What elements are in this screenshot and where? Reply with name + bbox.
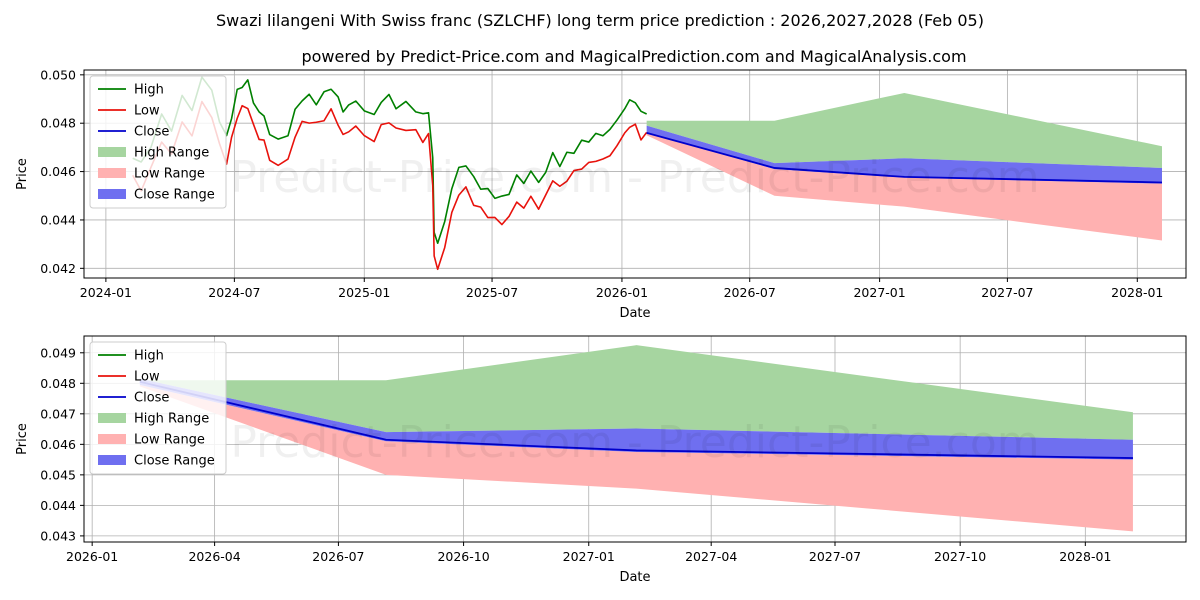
legend: High Low Close High Range Low Range Close Ran… bbox=[89, 341, 227, 475]
x-tick-label: 2027-04 bbox=[685, 549, 737, 564]
y-tick-label: 0.048 bbox=[40, 116, 76, 131]
watermark-text: Predict-Price.com - Predict-Price.com bbox=[230, 417, 1039, 468]
legend-label: Close bbox=[134, 391, 169, 406]
axes-frame bbox=[83, 335, 1187, 543]
x-tick-label: 2026-04 bbox=[188, 549, 240, 564]
legend-swatch-patch bbox=[98, 147, 126, 157]
y-tick-label: 0.044 bbox=[40, 498, 76, 513]
x-tick-label: 2026-01 bbox=[596, 285, 648, 300]
x-tick-label: 2028-01 bbox=[1111, 285, 1163, 300]
y-tick-label: 0.048 bbox=[40, 376, 76, 391]
x-axis-label: Date bbox=[619, 570, 650, 585]
x-tick-label: 2026-07 bbox=[312, 549, 364, 564]
legend-swatch-patch bbox=[98, 413, 126, 423]
x-tick-label: 2027-01 bbox=[563, 549, 615, 564]
legend-label: Low bbox=[134, 104, 160, 119]
legend-label: Close Range bbox=[134, 188, 215, 203]
x-tick-label: 2025-07 bbox=[466, 285, 518, 300]
axes-frame bbox=[83, 69, 1187, 279]
legend-label: Low bbox=[134, 370, 160, 385]
plot-area bbox=[132, 76, 1163, 271]
x-tick-label: 2027-07 bbox=[809, 549, 861, 564]
x-tick-label: 2027-07 bbox=[981, 285, 1033, 300]
y-tick-label: 0.046 bbox=[40, 164, 76, 179]
legend-label: High Range bbox=[134, 412, 209, 427]
y-tick-label: 0.047 bbox=[40, 406, 76, 421]
close-forecast-line bbox=[139, 380, 1133, 459]
legend-label: High bbox=[134, 349, 164, 364]
close-forecast-line bbox=[646, 132, 1163, 184]
legend-swatch-patch bbox=[98, 168, 126, 178]
y-axis-label: Price bbox=[15, 158, 30, 190]
low-range-band bbox=[139, 384, 1133, 532]
high-history-line bbox=[132, 76, 647, 244]
legend-swatch-patch bbox=[98, 189, 126, 199]
high-range-band bbox=[646, 92, 1162, 168]
x-axis-label: Date bbox=[619, 306, 650, 321]
legend-label: Close Range bbox=[134, 454, 215, 469]
legend-swatch-patch bbox=[98, 434, 126, 444]
legend-label: Low Range bbox=[134, 167, 205, 182]
legend-swatch-patch bbox=[98, 455, 126, 465]
x-tick-label: 2026-01 bbox=[66, 549, 118, 564]
top-panel: Predict-Price.com - Predict-Price.com 202… bbox=[15, 67, 1187, 321]
close-range-band bbox=[646, 125, 1162, 184]
legend-label: Low Range bbox=[134, 433, 205, 448]
x-tick-label: 2026-07 bbox=[724, 285, 776, 300]
x-tick-label: 2024-07 bbox=[208, 285, 260, 300]
y-tick-label: 0.044 bbox=[40, 212, 76, 227]
x-tick-label: 2028-01 bbox=[1059, 549, 1111, 564]
y-tick-label: 0.043 bbox=[40, 528, 76, 543]
watermark-text: Predict-Price.com - Predict-Price.com bbox=[230, 152, 1039, 203]
x-tick-label: 2027-10 bbox=[934, 549, 986, 564]
y-axis-label: Price bbox=[15, 423, 30, 455]
x-tick-label: 2026-10 bbox=[437, 549, 489, 564]
x-tick-label: 2027-01 bbox=[853, 285, 905, 300]
y-tick-label: 0.049 bbox=[40, 345, 76, 360]
x-tick-label: 2025-01 bbox=[338, 285, 390, 300]
y-tick-label: 0.045 bbox=[40, 467, 76, 482]
y-tick-label: 0.042 bbox=[40, 261, 76, 276]
legend-label: Close bbox=[134, 125, 169, 140]
legend: High Low Close High Range Low Range Close Ran… bbox=[89, 75, 227, 209]
bottom-panel: Predict-Price.com - Predict-Price.com 202… bbox=[15, 335, 1187, 585]
low-range-band bbox=[646, 132, 1162, 241]
high-range-band bbox=[139, 345, 1133, 440]
chart-subtitle: powered by Predict-Price.com and Magical… bbox=[301, 47, 966, 66]
y-tick-label: 0.046 bbox=[40, 437, 76, 452]
y-tick-label: 0.050 bbox=[40, 67, 76, 82]
legend-label: High bbox=[134, 83, 164, 98]
x-tick-label: 2024-01 bbox=[80, 285, 132, 300]
low-history-line bbox=[132, 100, 648, 271]
chart-title: Swazi lilangeni With Swiss franc (SZLCHF… bbox=[216, 11, 984, 30]
legend-label: High Range bbox=[134, 146, 209, 161]
plot-area bbox=[139, 345, 1133, 532]
